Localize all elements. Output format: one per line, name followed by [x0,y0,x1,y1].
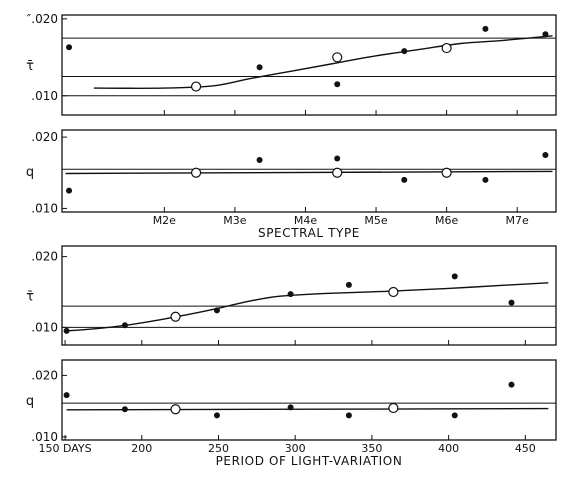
y-axis-label: τ̄ [26,290,34,305]
filled-point [256,64,263,71]
filled-point [287,404,294,411]
filled-point [451,412,458,419]
y-axis-label: q [26,394,34,409]
x-tick-label: M5e [364,214,387,227]
filled-point [63,327,70,334]
y-tick-label: .020 [31,130,58,144]
filled-point [213,412,220,419]
smooth-curve [93,35,553,89]
filled-point [334,81,341,88]
y-tick-label: .010 [31,430,58,444]
filled-point [334,155,341,162]
x-tick-label: 250 [208,442,229,455]
filled-point [482,25,489,32]
y-tick-label: .020 [31,368,58,382]
filled-point [508,381,515,388]
filled-point [121,406,128,413]
filled-point [542,151,549,158]
filled-point [213,307,220,314]
open-point [332,52,343,63]
x-tick-label: 400 [438,442,459,455]
panel-frame [61,359,557,441]
x-tick-label: 150 DAYS [38,442,91,455]
filled-point [542,31,549,38]
open-point [170,404,181,415]
filled-point [482,176,489,183]
x-tick-label: 350 [361,442,382,455]
filled-point [66,187,73,194]
y-tick-label: .010 [31,89,58,103]
panel-frame [61,245,557,346]
y-axis-label: q [26,165,34,180]
panel-c: .020 .010 τ̄ [26,245,557,346]
x-tick-label: M6e [435,214,458,227]
filled-point [401,176,408,183]
x-tick-label: M4e [294,214,317,227]
open-point [190,81,202,92]
x-tick-label: M3e [223,214,246,227]
open-point [170,311,181,322]
filled-point [345,412,352,419]
open-point [332,167,343,178]
filled-point [451,273,458,280]
panel-b: .020 .010 q M2e M3e M4e M5e M6e M7e SPECTRAL TYPE [26,129,557,240]
open-point [190,167,202,178]
x-tick-label: 200 [131,442,152,455]
filled-point [401,48,408,55]
filled-point [63,392,70,399]
fit-line [65,170,553,175]
y-tick-label: ″.020 [27,12,58,26]
open-point [388,402,399,414]
open-point [388,286,399,298]
panel-frame [61,129,557,213]
open-point [441,42,452,54]
panel-d: .020 .010 q 150 DAYS 200 250 300 350 400 450 PERIO… [26,359,557,468]
panel-a: ″.020 .010 τ̄ [26,12,557,116]
filled-point [508,299,515,306]
smooth-curve [66,282,549,332]
x-tick-label: M7e [506,214,529,227]
x-axis-title: SPECTRAL TYPE [258,226,360,240]
y-tick-label: .010 [31,320,58,334]
panel-frame [61,14,557,116]
x-tick-label: 450 [515,442,536,455]
y-tick-label: .020 [31,250,58,264]
y-axis-label: τ̄ [26,59,34,74]
filled-point [66,44,73,51]
x-tick-label: 300 [285,442,306,455]
filled-point [121,322,128,329]
filled-point [287,291,294,298]
fit-line [66,407,549,411]
filled-point [256,156,263,163]
filled-point [345,281,352,288]
open-point [441,167,452,178]
x-axis-title: PERIOD OF LIGHT-VARIATION [216,454,403,468]
x-tick-label: M2e [153,214,176,227]
y-tick-label: .010 [31,201,58,215]
